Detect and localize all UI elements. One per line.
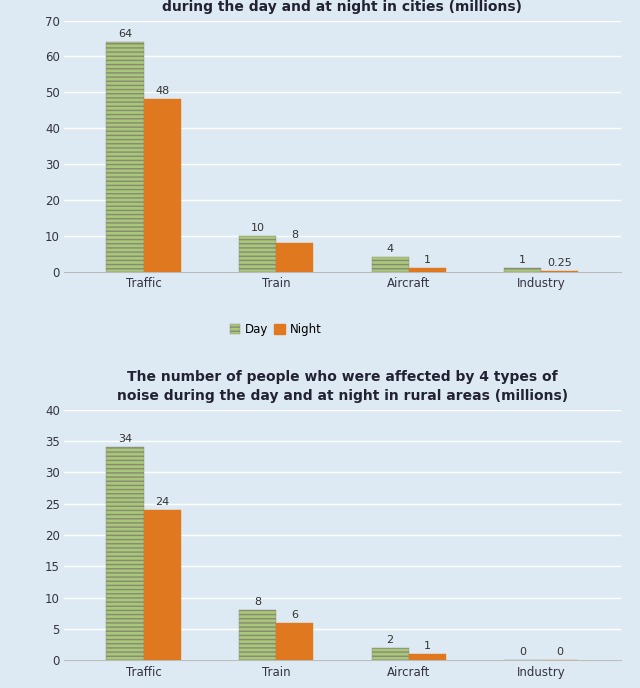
Bar: [276, 623, 313, 660]
Bar: [106, 447, 143, 660]
Text: 2: 2: [387, 635, 394, 645]
Text: 1: 1: [424, 255, 431, 265]
Title: The number of people who were affected by 4 types of noise
during the day and at: The number of people who were affected b…: [104, 0, 581, 14]
Title: The number of people who were affected by 4 types of
noise during the day and at: The number of people who were affected b…: [117, 370, 568, 403]
Text: 8: 8: [254, 597, 261, 608]
Bar: [372, 257, 409, 272]
Bar: [106, 42, 143, 272]
Text: 64: 64: [118, 29, 132, 39]
Text: 0.25: 0.25: [547, 257, 572, 268]
Text: 24: 24: [155, 497, 169, 507]
Bar: [276, 243, 313, 272]
Bar: [372, 648, 409, 660]
Text: 0: 0: [556, 647, 563, 658]
Text: 34: 34: [118, 434, 132, 444]
Text: 1: 1: [424, 641, 431, 652]
Text: 4: 4: [387, 244, 394, 254]
Text: 10: 10: [250, 223, 264, 233]
Bar: [541, 270, 579, 272]
Bar: [143, 100, 180, 272]
Bar: [504, 268, 541, 272]
Bar: [409, 654, 446, 660]
Text: 6: 6: [291, 610, 298, 620]
Text: 8: 8: [291, 230, 298, 240]
Text: 48: 48: [155, 87, 169, 96]
Legend: Day, Night: Day, Night: [225, 319, 326, 341]
Text: 1: 1: [519, 255, 526, 265]
Text: 0: 0: [519, 647, 526, 658]
Bar: [409, 268, 446, 272]
Bar: [239, 610, 276, 660]
Bar: [239, 236, 276, 272]
Bar: [143, 510, 180, 660]
